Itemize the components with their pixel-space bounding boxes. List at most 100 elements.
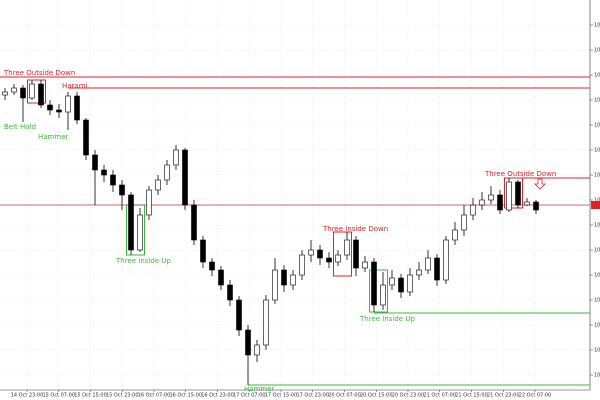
candle-body [146, 189, 152, 216]
candle-body [191, 204, 197, 241]
candle-body [173, 149, 179, 166]
candle-body [74, 95, 80, 121]
x-tick-label: 17 Oct 23:00 [296, 393, 329, 399]
pattern-label: Three Outside Down [3, 69, 75, 77]
candle-body [470, 204, 476, 216]
x-tick-label: 16 Oct 07:00 [138, 393, 171, 399]
x-tick-label: 21 Oct 07:00 [423, 393, 456, 399]
candle-body [227, 284, 233, 301]
candle-body [425, 257, 431, 271]
pattern-box [27, 79, 46, 104]
candle-body [326, 257, 332, 263]
candle-body [218, 269, 224, 286]
y-tick-label: 106 [594, 198, 600, 204]
candle-body [56, 109, 62, 113]
pattern-label: Hammer [38, 133, 68, 141]
candle-body [317, 249, 323, 259]
candle-body [479, 199, 485, 206]
pattern-box [369, 269, 388, 313]
candle-body [497, 194, 503, 211]
candle-body [371, 261, 377, 306]
candle-body [398, 277, 404, 293]
candle-body [11, 87, 17, 93]
y-tick-label: 106.25 [594, 173, 600, 179]
candle-body [290, 274, 296, 286]
candle-body [524, 201, 530, 206]
candle-body [389, 277, 395, 286]
candle-body [92, 154, 98, 171]
y-tick-label: 107.75 [594, 23, 600, 29]
x-tick-label: 15 Oct 07:00 [42, 393, 75, 399]
candle-body [137, 214, 143, 251]
x-tick-label: 20 Oct 15:00 [360, 393, 393, 399]
candle-body [335, 254, 341, 263]
x-tick-label: 20 Oct 07:00 [328, 393, 361, 399]
candle-body [200, 239, 206, 263]
y-tick-label: 104.25 [594, 373, 600, 379]
pattern-label: Three Inside Down [322, 225, 388, 233]
candle-body [461, 214, 467, 231]
y-tick-label: 106.75 [594, 123, 600, 129]
candle-body [434, 257, 440, 281]
x-tick-label: 22 Oct 07:00 [519, 393, 552, 399]
candle-body [83, 119, 89, 156]
candle-body [488, 194, 494, 201]
pattern-box [333, 231, 352, 277]
pattern-label: Three Outside Down [484, 170, 556, 178]
candle-body [164, 164, 170, 181]
candle-body [2, 91, 8, 96]
candle-body [272, 269, 278, 301]
candle-body [407, 274, 413, 293]
candle-body [281, 269, 287, 286]
y-tick-label: 106.5 [594, 148, 600, 154]
y-tick-label: 107.25 [594, 73, 600, 79]
y-tick-label: 105.75 [594, 223, 600, 229]
x-tick-label: 14 Oct 23:00 [11, 393, 44, 399]
pattern-label: Three Inside Up [115, 257, 171, 265]
y-tick-label: 105.5 [594, 248, 600, 254]
candle-body [515, 181, 521, 206]
candle-body [101, 169, 107, 176]
x-tick-label: 16 Oct 15:00 [169, 393, 202, 399]
candle-body [308, 249, 314, 256]
candle-body [380, 284, 386, 306]
candle-body [47, 104, 53, 111]
candle-body [29, 83, 35, 99]
pattern-label: Hammer [244, 385, 274, 393]
pattern-box [504, 177, 523, 209]
candle-body [353, 239, 359, 269]
candle-body [245, 329, 251, 356]
x-tick-label: 15 Oct 15:00 [74, 393, 107, 399]
candle-body [344, 239, 350, 256]
candle-body [506, 181, 512, 211]
candle-body [254, 344, 260, 356]
candle-body [182, 149, 188, 206]
candle-body [533, 201, 539, 211]
candle-body [236, 299, 242, 331]
pattern-label: Harami [62, 82, 88, 90]
candle-body [155, 179, 161, 191]
candle-body [416, 269, 422, 276]
y-tick-label: 104.75 [594, 323, 600, 329]
pattern-label: Three Inside Up [359, 315, 415, 323]
x-tick-label: 16 Oct 23:00 [201, 393, 234, 399]
x-tick-label: 15 Oct 23:00 [106, 393, 139, 399]
x-tick-label: 17 Oct 07:00 [233, 393, 266, 399]
candle-body [65, 95, 71, 113]
candle-body [209, 261, 215, 271]
candle-body [128, 194, 134, 251]
current-price-marker [591, 201, 600, 209]
x-tick-label: 20 Oct 23:00 [392, 393, 425, 399]
y-tick-label: 105 [594, 298, 600, 304]
pattern-label: Belt Hold [4, 123, 36, 131]
x-tick-label: 21 Oct 23:00 [487, 393, 520, 399]
y-tick-label: 107.5 [594, 48, 600, 54]
y-tick-label: 105.25 [594, 273, 600, 279]
y-tick-label: 107 [594, 98, 600, 104]
candle-body [452, 229, 458, 241]
x-tick-label: 21 Oct 15:00 [455, 393, 488, 399]
y-tick-label: 104.5 [594, 348, 600, 354]
x-tick-label: 17 Oct 15:00 [265, 393, 298, 399]
